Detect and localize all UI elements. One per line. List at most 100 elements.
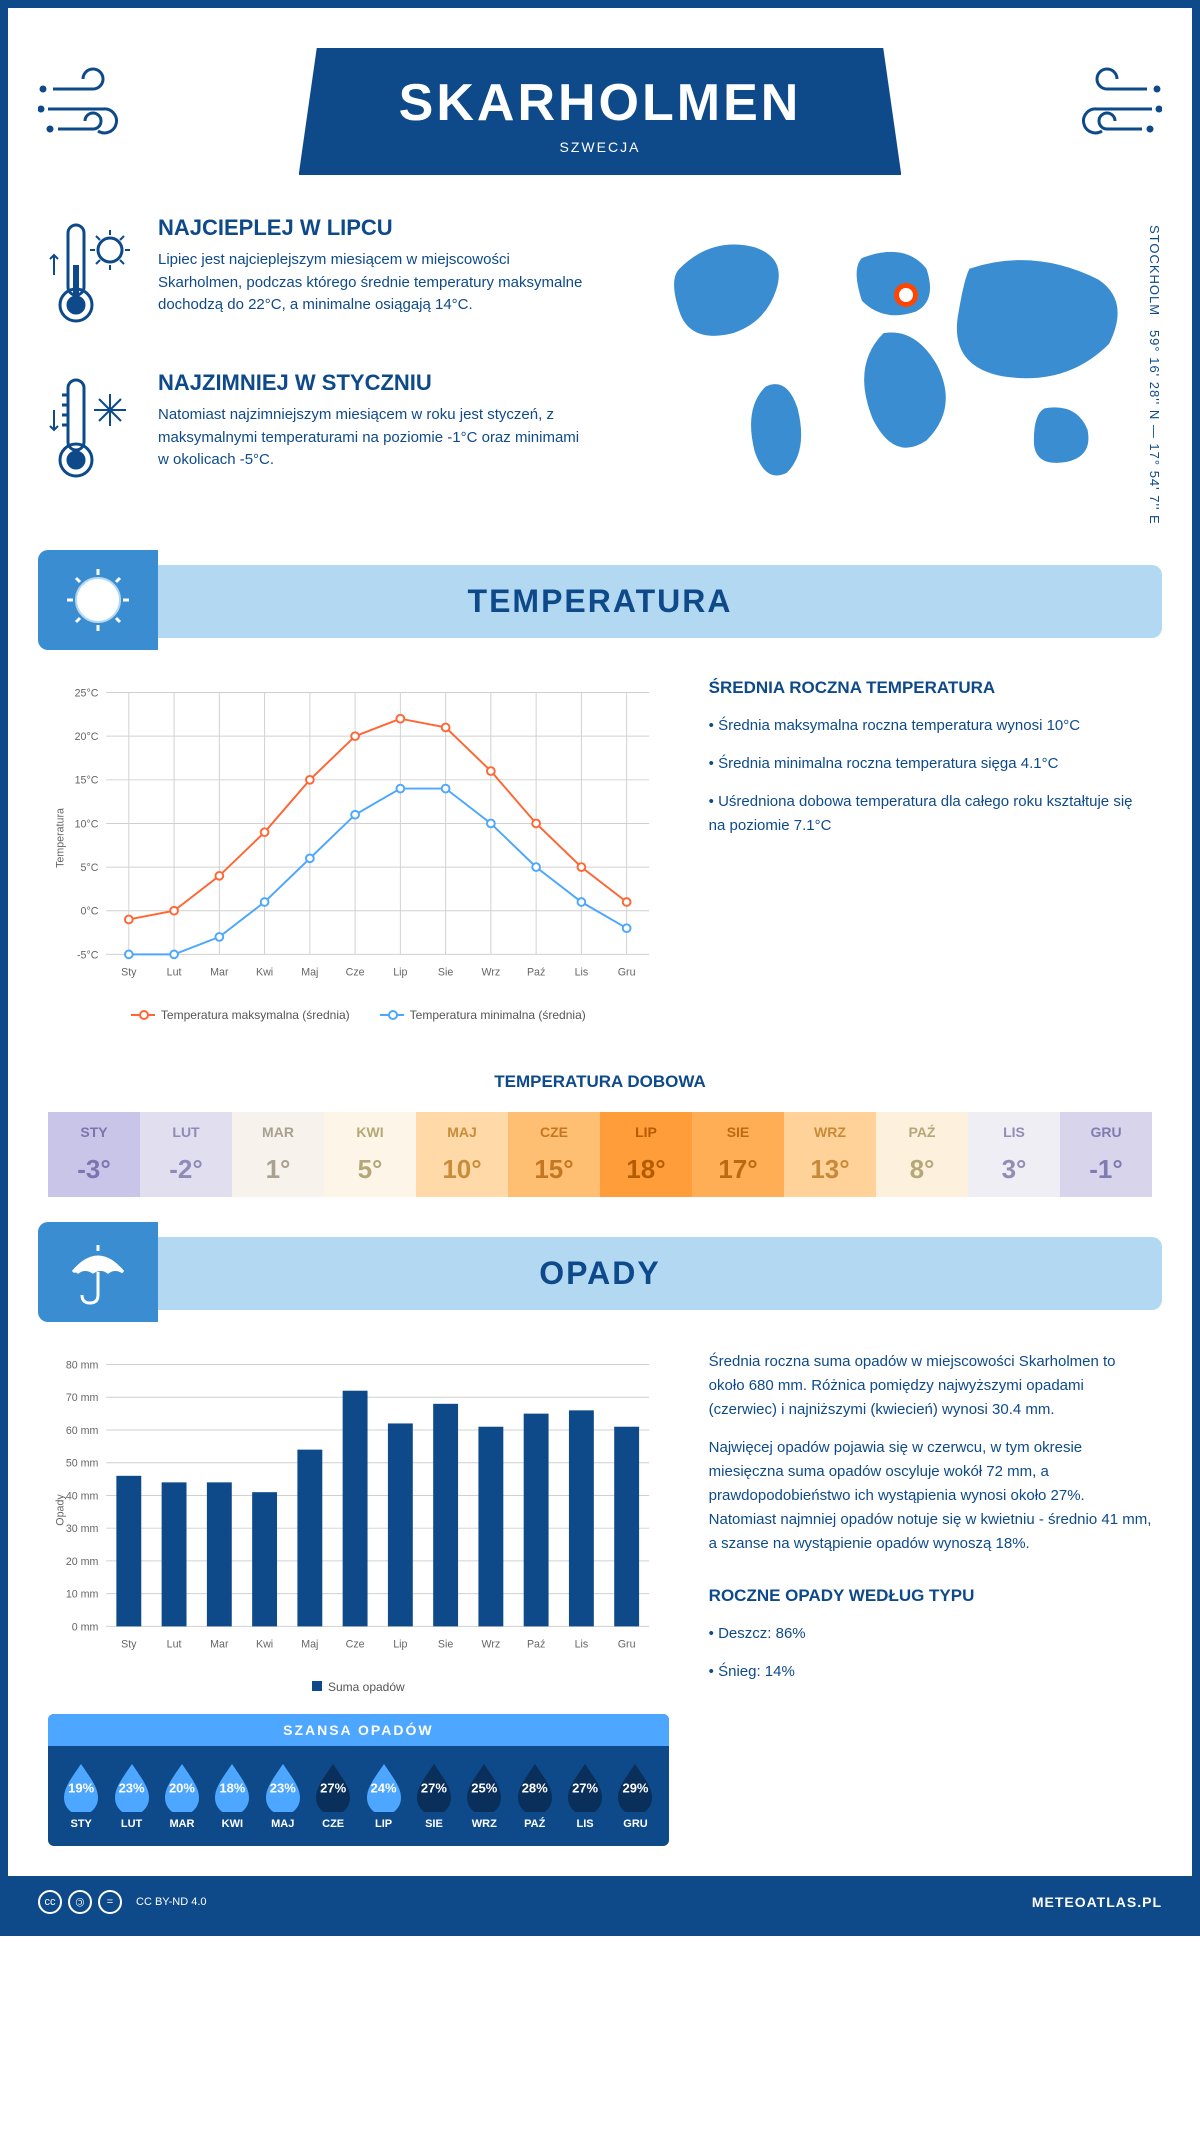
temperature-chart-column: -5°C0°C5°C10°C15°C20°C25°CStyLutMarKwiMa… xyxy=(48,678,669,1022)
fact-cold-body: Natomiast najzimniejszym miesiącem w rok… xyxy=(158,404,585,472)
svg-text:10°C: 10°C xyxy=(75,818,99,830)
svg-text:15°C: 15°C xyxy=(75,775,99,787)
thermometer-hot-icon xyxy=(48,215,138,340)
cc-license: cc 🄯 = CC BY-ND 4.0 xyxy=(38,1890,207,1914)
daily-cell: SIE17° xyxy=(692,1112,784,1197)
daily-cell: KWI5° xyxy=(324,1112,416,1197)
avg-temp-b3: • Uśredniona dobowa temperatura dla całe… xyxy=(709,790,1152,838)
svg-text:Sie: Sie xyxy=(438,967,453,979)
section-title-temperature: TEMPERATURA xyxy=(468,583,733,619)
site-name: METEOATLAS.PL xyxy=(1032,1894,1162,1910)
sun-icon xyxy=(38,550,158,650)
daily-cell: GRU-1° xyxy=(1060,1112,1152,1197)
svg-text:40 mm: 40 mm xyxy=(66,1490,99,1502)
rain-p2: Najwięcej opadów pojawia się w czerwcu, … xyxy=(709,1436,1152,1556)
chance-cell: 23%MAJ xyxy=(258,1760,308,1830)
svg-text:Opady: Opady xyxy=(55,1494,67,1526)
rain-type-1: • Deszcz: 86% xyxy=(709,1622,1152,1646)
daily-temp-title: TEMPERATURA DOBOWA xyxy=(8,1072,1192,1092)
svg-text:Lip: Lip xyxy=(393,1639,407,1651)
svg-text:Gru: Gru xyxy=(618,967,636,979)
svg-text:20 mm: 20 mm xyxy=(66,1556,99,1568)
svg-text:0 mm: 0 mm xyxy=(72,1621,99,1633)
temperature-body: -5°C0°C5°C10°C15°C20°C25°CStyLutMarKwiMa… xyxy=(8,648,1192,1052)
section-title-rain: OPADY xyxy=(539,1255,660,1291)
legend-min: Temperatura minimalna (średnia) xyxy=(380,1008,586,1022)
svg-text:Cze: Cze xyxy=(346,1639,365,1651)
chance-cell: 27%LIS xyxy=(560,1760,610,1830)
temperature-legend: Temperatura maksymalna (średnia) Tempera… xyxy=(48,1008,669,1022)
fact-hot-title: NAJCIEPLEJ W LIPCU xyxy=(158,215,585,241)
svg-text:Kwi: Kwi xyxy=(256,1639,273,1651)
avg-temp-b2: • Średnia minimalna roczna temperatura s… xyxy=(709,752,1152,776)
city-label: STOCKHOLM xyxy=(1147,225,1162,316)
svg-text:Sty: Sty xyxy=(121,1639,137,1651)
svg-text:Wrz: Wrz xyxy=(482,967,501,979)
wind-icon-left xyxy=(38,64,158,159)
svg-text:Maj: Maj xyxy=(301,967,318,979)
svg-text:50 mm: 50 mm xyxy=(66,1458,99,1470)
svg-text:30 mm: 30 mm xyxy=(66,1523,99,1535)
world-map xyxy=(615,215,1152,475)
svg-text:Paź: Paź xyxy=(527,967,545,979)
location-marker xyxy=(894,283,918,307)
svg-text:Lut: Lut xyxy=(167,967,182,979)
daily-cell: CZE15° xyxy=(508,1112,600,1197)
nd-icon: = xyxy=(98,1890,122,1914)
section-header-temperature: TEMPERATURA xyxy=(38,565,1162,638)
daily-cell: PAŹ8° xyxy=(876,1112,968,1197)
rain-chance-box: SZANSA OPADÓW 19%STY23%LUT20%MAR18%KWI23… xyxy=(48,1714,669,1846)
svg-text:80 mm: 80 mm xyxy=(66,1359,99,1371)
thermometer-cold-icon xyxy=(48,370,138,495)
fact-cold-text: NAJZIMNIEJ W STYCZNIU Natomiast najzimni… xyxy=(158,370,585,495)
svg-text:Sty: Sty xyxy=(121,967,137,979)
chance-cell: 27%SIE xyxy=(409,1760,459,1830)
avg-temp-b1: • Średnia maksymalna roczna temperatura … xyxy=(709,714,1152,738)
daily-cell: WRZ13° xyxy=(784,1112,876,1197)
intro-facts: NAJCIEPLEJ W LIPCU Lipiec jest najcieple… xyxy=(48,215,585,525)
svg-text:20°C: 20°C xyxy=(75,731,99,743)
fact-cold-title: NAJZIMNIEJ W STYCZNIU xyxy=(158,370,585,396)
header: SKARHOLMEN SZWECJA xyxy=(8,8,1192,205)
svg-text:Paź: Paź xyxy=(527,1639,545,1651)
rain-summary: Średnia roczna suma opadów w miejscowośc… xyxy=(709,1350,1152,1846)
svg-text:5°C: 5°C xyxy=(81,862,99,874)
fact-coldest: NAJZIMNIEJ W STYCZNIU Natomiast najzimni… xyxy=(48,370,585,495)
fact-hottest: NAJCIEPLEJ W LIPCU Lipiec jest najcieple… xyxy=(48,215,585,340)
daily-cell: MAR1° xyxy=(232,1112,324,1197)
svg-text:-5°C: -5°C xyxy=(77,949,99,961)
chance-cell: 27%CZE xyxy=(308,1760,358,1830)
world-map-panel: STOCKHOLM 59° 16' 28'' N — 17° 54' 7'' E xyxy=(615,215,1152,525)
intro-section: NAJCIEPLEJ W LIPCU Lipiec jest najcieple… xyxy=(8,205,1192,555)
fact-hot-text: NAJCIEPLEJ W LIPCU Lipiec jest najcieple… xyxy=(158,215,585,340)
svg-text:Lut: Lut xyxy=(167,1639,182,1651)
chance-cell: 19%STY xyxy=(56,1760,106,1830)
svg-text:Mar: Mar xyxy=(210,967,229,979)
chance-cell: 18%KWI xyxy=(207,1760,257,1830)
svg-text:Lis: Lis xyxy=(575,1639,589,1651)
avg-temp-title: ŚREDNIA ROCZNA TEMPERATURA xyxy=(709,678,1152,698)
footer: cc 🄯 = CC BY-ND 4.0 METEOATLAS.PL xyxy=(8,1876,1192,1928)
daily-temp-table: STY-3°LUT-2°MAR1°KWI5°MAJ10°CZE15°LIP18°… xyxy=(48,1112,1152,1197)
temperature-summary: ŚREDNIA ROCZNA TEMPERATURA • Średnia mak… xyxy=(709,678,1152,1022)
svg-text:70 mm: 70 mm xyxy=(66,1392,99,1404)
rain-body: 0 mm10 mm20 mm30 mm40 mm50 mm60 mm70 mm8… xyxy=(8,1320,1192,1876)
rain-bar-chart: 0 mm10 mm20 mm30 mm40 mm50 mm60 mm70 mm8… xyxy=(48,1350,669,1670)
svg-text:Wrz: Wrz xyxy=(482,1639,501,1651)
daily-cell: LIS3° xyxy=(968,1112,1060,1197)
location-country: SZWECJA xyxy=(399,139,802,155)
svg-text:Temperatura: Temperatura xyxy=(55,808,67,868)
svg-text:Mar: Mar xyxy=(210,1639,229,1651)
svg-text:Lis: Lis xyxy=(575,967,589,979)
title-banner: SKARHOLMEN SZWECJA xyxy=(299,48,902,175)
rain-p1: Średnia roczna suma opadów w miejscowośc… xyxy=(709,1350,1152,1422)
rain-chance-title: SZANSA OPADÓW xyxy=(48,1714,669,1746)
chance-cell: 25%WRZ xyxy=(459,1760,509,1830)
chance-cell: 28%PAŹ xyxy=(510,1760,560,1830)
legend-max: Temperatura maksymalna (średnia) xyxy=(131,1008,350,1022)
svg-text:0°C: 0°C xyxy=(81,906,99,918)
rain-type-title: ROCZNE OPADY WEDŁUG TYPU xyxy=(709,1586,1152,1606)
svg-text:Lip: Lip xyxy=(393,967,407,979)
daily-cell: STY-3° xyxy=(48,1112,140,1197)
rain-chart-column: 0 mm10 mm20 mm30 mm40 mm50 mm60 mm70 mm8… xyxy=(48,1350,669,1846)
